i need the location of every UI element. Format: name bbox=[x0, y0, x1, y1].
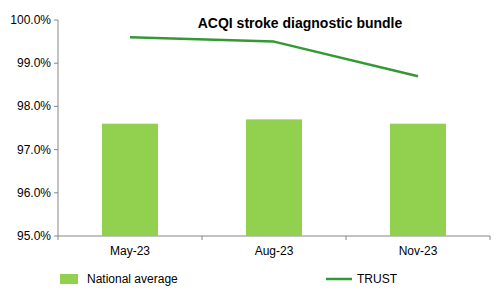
y-tick bbox=[54, 236, 58, 237]
y-tick-label: 97.0% bbox=[17, 143, 51, 157]
x-tick-label: Aug-23 bbox=[255, 244, 294, 258]
y-tick bbox=[54, 149, 58, 150]
title: ACQI stroke diagnostic bundle bbox=[198, 15, 403, 31]
bar bbox=[102, 124, 158, 236]
line bbox=[130, 37, 418, 76]
y-axis bbox=[58, 20, 59, 236]
legend-label: National average bbox=[87, 272, 178, 286]
chart: ACQI stroke diagnostic bundle 95.0% 96.0% 9… bbox=[0, 0, 500, 307]
y-tick bbox=[54, 106, 58, 107]
legend-label: TRUST bbox=[357, 272, 398, 286]
y-tick bbox=[54, 192, 58, 193]
bar bbox=[390, 124, 446, 236]
y-tick bbox=[54, 63, 58, 64]
y-tick bbox=[54, 20, 58, 21]
x-tick-label: May-23 bbox=[110, 244, 150, 258]
y-tick-label: 96.0% bbox=[17, 186, 51, 200]
y-tick-label: 100.0% bbox=[10, 13, 51, 27]
legend-swatch bbox=[326, 278, 352, 281]
y-tick-label: 99.0% bbox=[17, 56, 51, 70]
x-tick bbox=[58, 236, 59, 240]
x-tick-label: Nov-23 bbox=[399, 244, 438, 258]
x-tick bbox=[202, 236, 203, 240]
chart-container: ACQI stroke diagnostic bundle 95.0% 96.0% 9… bbox=[0, 0, 500, 307]
x-tick bbox=[346, 236, 347, 240]
y-tick-label: 98.0% bbox=[17, 99, 51, 113]
bar bbox=[246, 119, 302, 236]
plot-area bbox=[102, 37, 446, 236]
y-tick-label: 95.0% bbox=[17, 229, 51, 243]
x-tick bbox=[490, 236, 491, 240]
legend-swatch bbox=[60, 274, 78, 284]
